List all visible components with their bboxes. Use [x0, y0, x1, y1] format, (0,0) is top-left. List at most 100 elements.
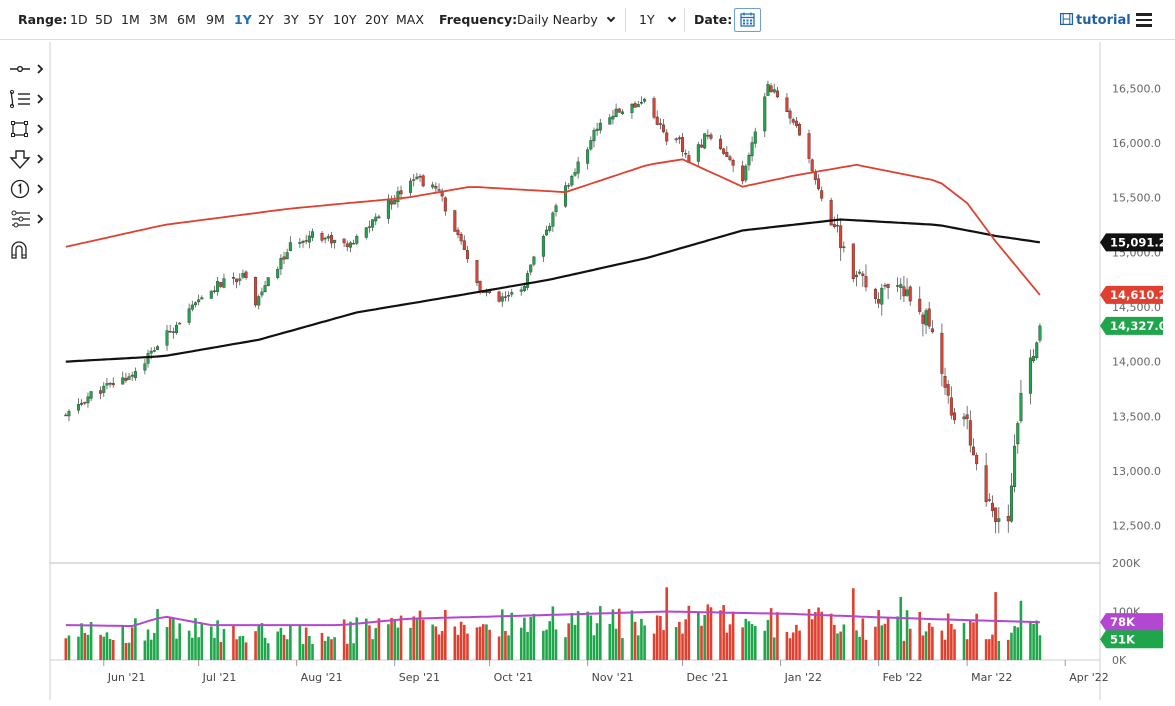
volume-bar [918, 611, 922, 660]
range-10y-button[interactable]: 10Y [333, 12, 357, 27]
fibonacci-tool-button[interactable] [8, 208, 46, 230]
range-1d-button[interactable]: 1D [70, 12, 88, 27]
toolbar: Range: 1D 5D 1M 3M 6M 9M 1Y 2Y 3Y 5Y 10Y… [0, 0, 1175, 40]
frequency-select[interactable]: Daily Nearby [517, 12, 616, 27]
volume-bar [390, 617, 393, 660]
volume-bar [681, 633, 684, 660]
volume-bar [67, 635, 71, 660]
candle-body [883, 284, 887, 287]
time-tick-label: Sep '21 [399, 671, 440, 684]
candle-body [1028, 357, 1032, 394]
magnet-icon [11, 241, 27, 259]
candle-body [918, 298, 922, 312]
volume-bar [238, 636, 242, 660]
range-9m-button[interactable]: 9M [206, 12, 225, 27]
date-picker-button[interactable] [734, 8, 761, 32]
range-2y-button[interactable]: 2Y [258, 12, 274, 27]
price-tick-label: 16,500.0 [1112, 82, 1161, 95]
range-20y-button[interactable]: 20Y [365, 12, 389, 27]
candle-body [798, 124, 802, 136]
volume-bar [266, 643, 270, 660]
volume-bar [858, 636, 861, 660]
volume-bar [127, 642, 131, 660]
range-5d-button[interactable]: 5D [95, 12, 113, 27]
volume-bar [263, 637, 267, 660]
candle-body [541, 236, 545, 257]
candle-body [728, 156, 732, 161]
price-tag-text: 15,091.2 [1110, 235, 1167, 249]
frequency-label: Frequency: [439, 12, 518, 27]
volume-bar [393, 619, 397, 660]
price-chart[interactable]: 12,500.0 13,000.0 13,500.0 14,000.0 14,500.0… [0, 40, 1175, 706]
candle-body [570, 175, 574, 186]
magnet-tool-button[interactable] [8, 238, 46, 260]
volume-bar [371, 639, 374, 660]
volume-bar [320, 632, 324, 660]
candle-body [216, 281, 220, 292]
candle-body [997, 518, 1001, 522]
candle-body [567, 185, 571, 187]
candle-body [990, 502, 994, 511]
arrow-tool-button[interactable] [8, 148, 46, 170]
volume-bar [345, 643, 349, 660]
indicator-tool-button[interactable] [8, 88, 46, 110]
candle-body [953, 412, 957, 421]
candle-body [1035, 342, 1039, 359]
volume-bar [111, 640, 115, 660]
tutorial-link[interactable]: tutorial [1060, 13, 1131, 28]
candle-body [238, 278, 242, 281]
volume-bar [975, 613, 978, 660]
volume-bar [529, 617, 533, 660]
rectangle-tool-button[interactable] [8, 118, 46, 140]
candle-body [459, 234, 463, 242]
candle-body [149, 350, 153, 354]
volume-bar [80, 623, 83, 660]
volume-bar [896, 616, 899, 660]
range-1m-button[interactable]: 1M [121, 12, 140, 27]
volume-bar [191, 637, 194, 660]
volume-bar [418, 610, 422, 660]
candle-body [753, 131, 757, 144]
hamburger-menu-icon[interactable] [1136, 13, 1152, 27]
volume-bar [434, 626, 438, 660]
crosshair-tool-button[interactable] [8, 58, 46, 80]
candle-body [813, 172, 817, 180]
range-5y-button[interactable]: 5Y [308, 12, 324, 27]
candle-body [396, 191, 400, 202]
volume-bar [124, 642, 128, 660]
candle-body [500, 296, 504, 302]
candle-body [231, 277, 235, 279]
candle-body [741, 165, 745, 182]
number-tool-button[interactable] [8, 178, 46, 200]
candle-body [658, 123, 662, 125]
volume-bar [121, 626, 125, 660]
candle-body [254, 277, 258, 306]
volume-bar [431, 624, 434, 660]
volume-bar [795, 624, 798, 660]
candle-body [908, 286, 912, 302]
volume-bar [595, 623, 599, 660]
candle-body [636, 104, 640, 108]
volume-bar [586, 611, 589, 660]
candle-body [374, 216, 378, 222]
volume-bar [621, 638, 624, 660]
candle-body [1016, 423, 1020, 445]
volume-bar [883, 623, 887, 660]
candle-body [864, 276, 868, 288]
candle-body [851, 243, 855, 279]
candle-body [617, 108, 621, 113]
candle-body [1009, 485, 1013, 522]
volume-bar [526, 631, 529, 660]
range-1y-button[interactable]: 1Y [234, 12, 252, 27]
candle-body [709, 134, 713, 139]
range-6m-button[interactable]: 6M [177, 12, 196, 27]
candle-body [794, 120, 798, 127]
range-3m-button[interactable]: 3M [149, 12, 168, 27]
period-select[interactable]: 1Y [639, 12, 676, 27]
volume-bar [548, 621, 551, 660]
range-max-button[interactable]: MAX [396, 12, 424, 27]
candle-body [301, 241, 305, 243]
range-3y-button[interactable]: 3Y [283, 12, 299, 27]
volume-bar [453, 626, 457, 660]
candle-body [987, 499, 991, 501]
